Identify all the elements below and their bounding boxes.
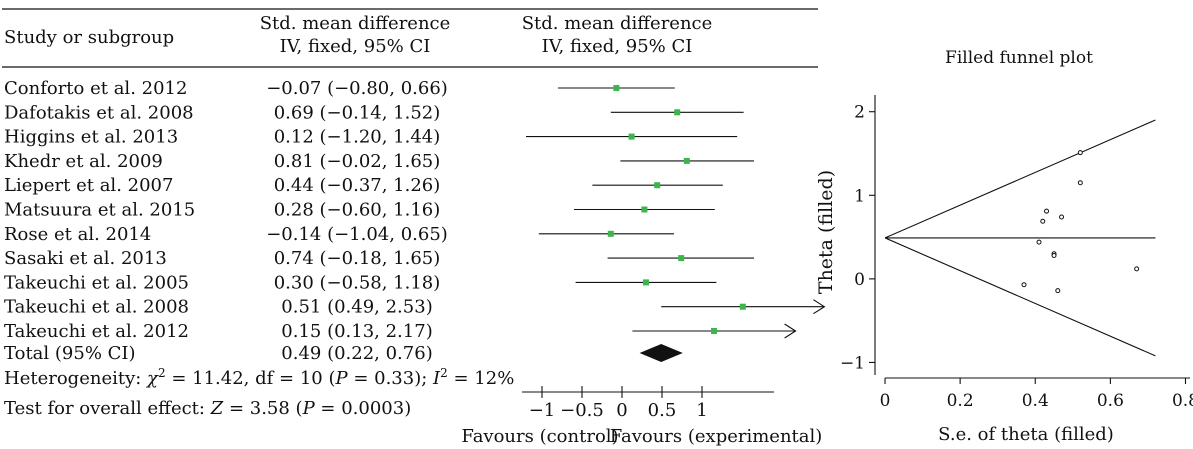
funnel-axes: −1 0 1 2 0 0.2 0.4 0.6 0.8 [840, 95, 1193, 411]
funnel-study-point [1040, 218, 1046, 224]
header-study: Study or subgroup [4, 27, 174, 48]
study-rows: Conforto et al. 2012 −0.07 (−0.80, 0.66) D… [4, 78, 448, 342]
funnel-study-point [1051, 252, 1057, 258]
study-ci-text: 0.69 (−0.14, 1.52) [274, 102, 441, 123]
study-point-marker [643, 279, 649, 286]
funnel-points [1021, 150, 1140, 294]
favours-control-label: Favours (control) [461, 426, 618, 447]
study-ci-arrow [784, 323, 797, 339]
total-ci-text: 0.49 (0.22, 0.76) [281, 343, 432, 364]
study-ci-text: 0.12 (−1.20, 1.44) [274, 127, 441, 148]
study-ci-text: −0.14 (−1.04, 0.65) [266, 224, 448, 245]
study-name: Takeuchi et al. 2008 [4, 297, 189, 318]
study-marks [526, 85, 826, 339]
study-point-marker [678, 255, 685, 262]
forest-x-axis: −1 −0.5 0 0.5 1 [522, 386, 774, 421]
funnel-study-point [1036, 239, 1042, 245]
funnel-study-point [1134, 266, 1140, 272]
study-name: Dafotakis et al. 2008 [4, 102, 194, 123]
funnel-y-tick-label: 0 [854, 270, 865, 290]
funnel-ylabel: Theta (filled) [815, 170, 837, 294]
forest-axis-tick-label: −0.5 [560, 400, 604, 421]
study-point-marker [711, 328, 717, 334]
study-ci-text: 0.44 (−0.37, 1.26) [274, 175, 441, 196]
study-point-marker [641, 206, 648, 213]
funnel-study-point [1044, 208, 1050, 214]
favours-experimental-label: Favours (experimental) [610, 426, 823, 447]
study-name: Conforto et al. 2012 [4, 78, 187, 99]
funnel-plot: Filled funnel plot Theta (filled) S.e. o… [815, 48, 1193, 445]
forest-plot: Study or subgroup Std. mean difference I… [2, 8, 826, 447]
heterogeneity-text: Heterogeneity: χ2 = 11.42, df = 10 (P = … [4, 366, 514, 389]
funnel-title: Filled funnel plot [945, 48, 1093, 68]
funnel-xlabel: S.e. of theta (filled) [938, 424, 1114, 445]
funnel-study-point [1021, 282, 1027, 288]
study-ci-arrow [813, 299, 826, 315]
study-name: Liepert et al. 2007 [4, 175, 173, 196]
study-ci-text: 0.15 (0.13, 2.17) [281, 321, 432, 342]
total-diamond [639, 344, 683, 362]
study-ci-text: 0.74 (−0.18, 1.65) [274, 248, 441, 269]
forest-axis-tick-label: −1 [529, 400, 556, 421]
study-point-marker [654, 182, 661, 189]
header-effect-line1: Std. mean difference [260, 13, 451, 34]
study-point-marker [683, 157, 690, 164]
study-ci-text: 0.30 (−0.58, 1.18) [274, 272, 441, 293]
study-ci-text: 0.28 (−0.60, 1.16) [274, 200, 441, 221]
study-point-marker [607, 230, 614, 237]
funnel-x-tick-label: 0.4 [1022, 391, 1049, 411]
header-plot-line2: IV, fixed, 95% CI [542, 36, 693, 57]
forest-axis-tick-label: 1 [696, 400, 707, 421]
funnel-study-point [1077, 150, 1083, 156]
overall-effect-text: Test for overall effect: Z = 3.58 (P = 0… [4, 398, 411, 419]
funnel-y-tick-label: 1 [854, 186, 865, 206]
study-ci-text: 0.81 (−0.02, 1.65) [274, 151, 441, 172]
study-name: Matsuura et al. 2015 [4, 200, 195, 221]
total-label: Total (95% CI) [4, 343, 136, 364]
forest-axis-tick-label: 0.5 [648, 400, 677, 421]
header-plot-line1: Std. mean difference [522, 13, 713, 34]
study-ci-text: 0.51 (0.49, 2.53) [281, 297, 432, 318]
study-name: Takeuchi et al. 2005 [4, 272, 189, 293]
funnel-x-tick-label: 0.2 [947, 391, 974, 411]
funnel-x-tick-label: 0.6 [1097, 391, 1124, 411]
funnel-study-point [1055, 288, 1061, 294]
study-ci-text: −0.07 (−0.80, 0.66) [266, 78, 448, 99]
study-name: Higgins et al. 2013 [4, 127, 178, 148]
funnel-x-tick-label: 0.8 [1172, 391, 1193, 411]
funnel-lines [884, 119, 1156, 357]
study-point-marker [613, 85, 620, 91]
funnel-study-point [1077, 180, 1083, 186]
forest-axis-tick-label: 0 [616, 400, 627, 421]
study-point-marker [739, 303, 746, 310]
study-name: Rose et al. 2014 [4, 224, 151, 245]
funnel-y-tick-label: 2 [854, 103, 865, 123]
study-point-marker [628, 133, 635, 140]
funnel-study-point [1059, 214, 1065, 220]
funnel-x-tick-label: 0 [880, 391, 891, 411]
study-name: Khedr et al. 2009 [4, 151, 163, 172]
funnel-y-tick-label: −1 [840, 353, 865, 373]
study-name: Takeuchi et al. 2012 [4, 321, 189, 342]
header-effect-line2: IV, fixed, 95% CI [280, 36, 431, 57]
study-point-marker [674, 109, 681, 116]
study-name: Sasaki et al. 2013 [4, 248, 167, 269]
funnel-upper-limit-line [884, 119, 1156, 239]
funnel-lower-limit-line [884, 237, 1156, 357]
